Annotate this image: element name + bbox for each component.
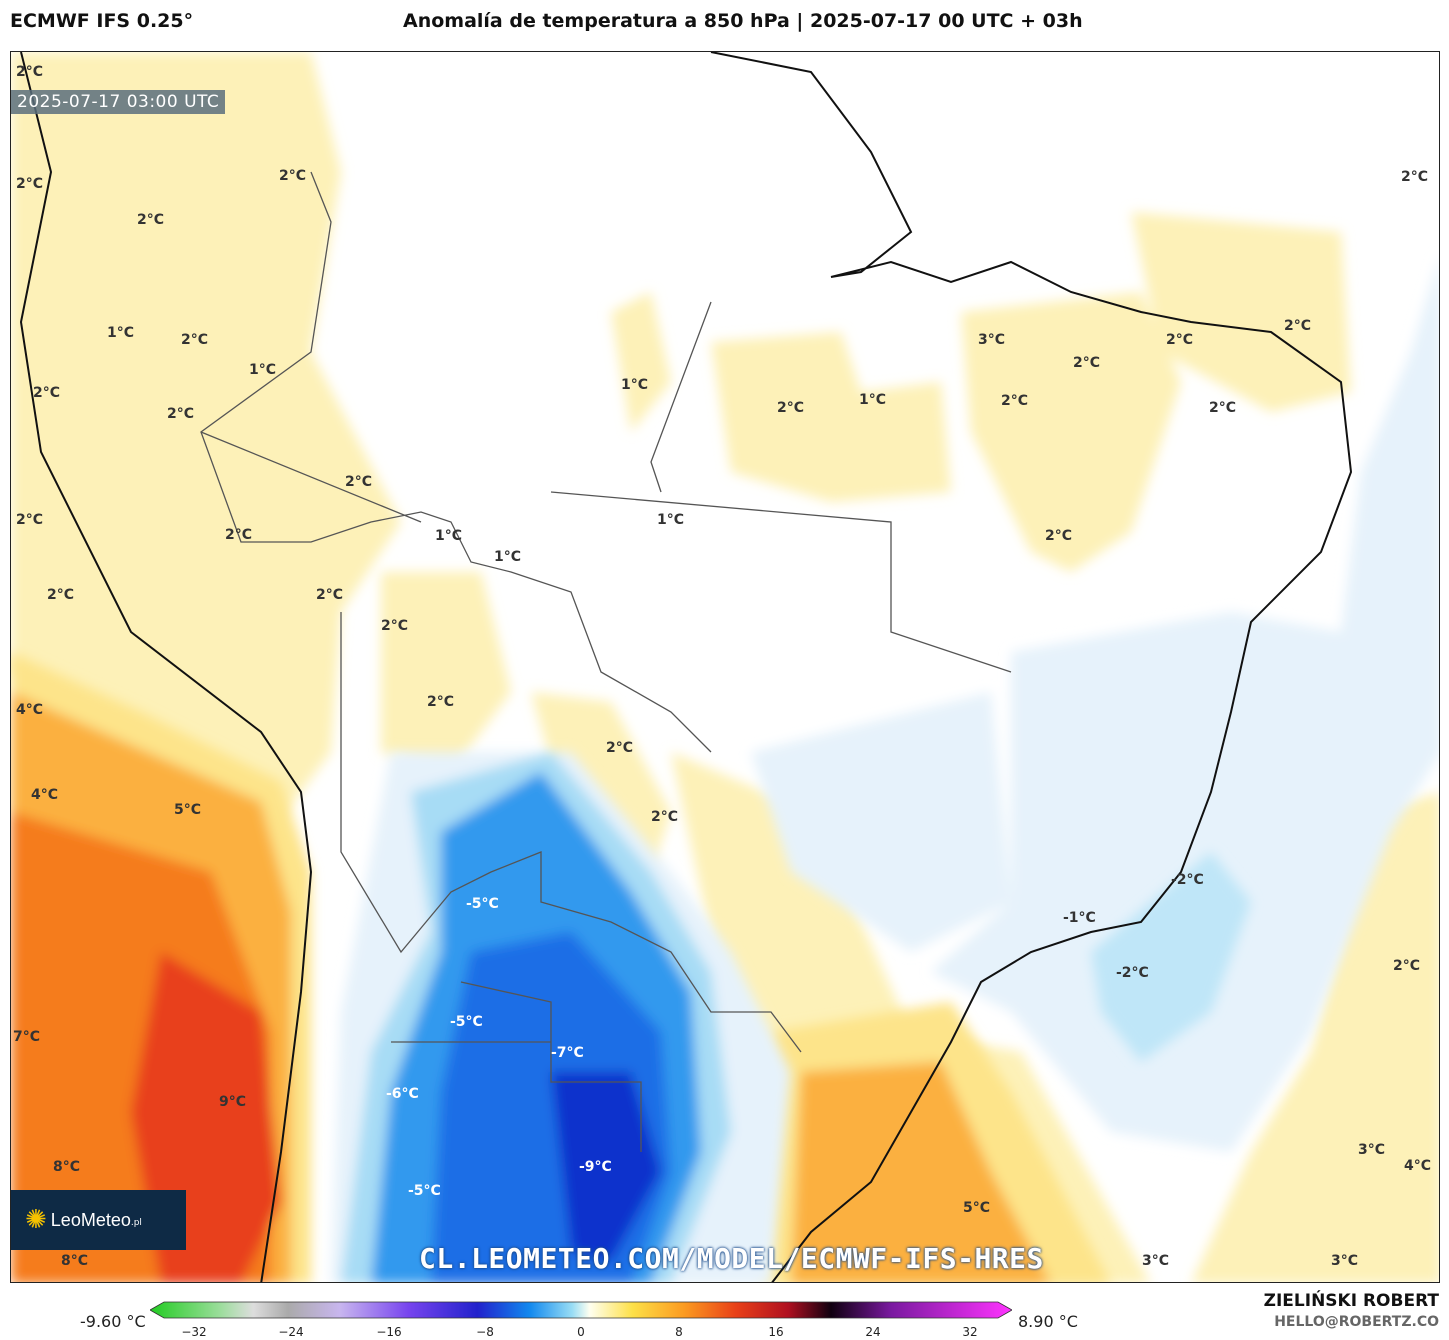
colorbar-min-value: -9.60 °C [80, 1312, 146, 1331]
contour-label: 2°C [137, 212, 165, 228]
map-panel: 2025-07-17 03:00 UTC 2°C 2°C 2°C 2°C 1°C… [10, 51, 1440, 1283]
colorbar-tick: 16 [768, 1325, 784, 1339]
contour-label: 1°C [435, 528, 463, 544]
leometeo-logo: ✺ LeoMeteo .pl [11, 1190, 186, 1250]
colorbar-tick: −8 [476, 1325, 494, 1339]
contour-label: 2°C [33, 385, 61, 401]
model-title: ECMWF IFS 0.25° [10, 10, 194, 32]
contour-label: 3°C [978, 332, 1006, 348]
contour-label: 2°C [47, 587, 75, 603]
contour-label: 1°C [494, 549, 522, 565]
contour-label: 2°C [606, 740, 634, 756]
colorbar-tick: −16 [376, 1325, 402, 1339]
contour-label: -5°C [450, 1014, 483, 1030]
colorbar-tick: −24 [278, 1325, 304, 1339]
contour-label: 2°C [16, 512, 44, 528]
contour-label: 1°C [249, 362, 277, 378]
colorbar-tick: 24 [865, 1325, 881, 1339]
author-name: ZIELIŃSKI ROBERT [1263, 1291, 1439, 1311]
contour-label: 2°C [345, 474, 373, 490]
contour-label: 1°C [621, 377, 649, 393]
contour-label: 4°C [1404, 1158, 1432, 1174]
contour-label: -2°C [1171, 872, 1204, 888]
logo-suffix: .pl [130, 1218, 142, 1228]
contour-label: -5°C [466, 896, 499, 912]
contour-label: 2°C [1001, 393, 1029, 409]
valid-time-badge: 2025-07-17 03:00 UTC [11, 90, 226, 114]
contour-label: 2°C [1393, 958, 1421, 974]
colorbar-tick: −32 [181, 1325, 207, 1339]
contour-label: 1°C [107, 325, 135, 341]
colorbar-tick: 0 [577, 1325, 585, 1339]
contour-label: 5°C [174, 802, 202, 818]
contour-label: -9°C [579, 1159, 612, 1175]
colorbar-tick: 8 [675, 1325, 683, 1339]
contour-label: 2°C [279, 168, 307, 184]
sun-icon: ✺ [25, 1205, 47, 1235]
temperature-anomaly-field [11, 52, 1439, 1282]
contour-label: 4°C [31, 787, 59, 803]
contour-label: 8°C [53, 1159, 81, 1175]
contour-label: 1°C [859, 392, 887, 408]
contour-label: 2°C [167, 406, 195, 422]
contour-label: 5°C [963, 1200, 991, 1216]
contour-label: 2°C [1045, 528, 1073, 544]
contour-label: 3°C [1142, 1253, 1170, 1269]
contour-label: 4°C [16, 702, 44, 718]
contour-label: 2°C [16, 64, 44, 80]
contour-label: 2°C [427, 694, 455, 710]
source-url-watermark: CL.LEOMETEO.COM/MODEL/ECMWF-IFS-HRES [419, 1242, 1044, 1275]
contour-label: 2°C [1166, 332, 1194, 348]
contour-label: 2°C [1284, 318, 1312, 334]
contour-label: 3°C [1331, 1253, 1359, 1269]
colorbar [150, 1301, 1012, 1319]
contour-label: 3°C [1358, 1142, 1386, 1158]
contour-label: 2°C [651, 809, 679, 825]
logo-text: LeoMeteo [50, 1209, 131, 1230]
contour-label: -7°C [551, 1045, 584, 1061]
map-title: Anomalía de temperatura a 850 hPa | 2025… [403, 10, 1083, 32]
contour-label: 2°C [381, 618, 409, 634]
contour-label: 2°C [1209, 400, 1237, 416]
contour-label: -5°C [408, 1183, 441, 1199]
contour-label: 2°C [225, 527, 253, 543]
colorbar-max-value: 8.90 °C [1018, 1312, 1078, 1331]
contour-label: 2°C [777, 400, 805, 416]
contour-label: 2°C [16, 176, 44, 192]
colorbar-tick: 32 [962, 1325, 978, 1339]
contour-label: -2°C [1116, 965, 1149, 981]
contour-label: 2°C [316, 587, 344, 603]
contour-label: 2°C [181, 332, 209, 348]
author-email: HELLO@ROBERTZ.CO [1274, 1314, 1439, 1330]
contour-label: 2°C [1401, 169, 1429, 185]
contour-label: 1°C [657, 512, 685, 528]
contour-label: 7°C [13, 1029, 41, 1045]
contour-label: -1°C [1063, 910, 1096, 926]
contour-label: 8°C [61, 1253, 89, 1269]
contour-label: -6°C [386, 1086, 419, 1102]
contour-label: 2°C [1073, 355, 1101, 371]
contour-label: 9°C [219, 1094, 247, 1110]
